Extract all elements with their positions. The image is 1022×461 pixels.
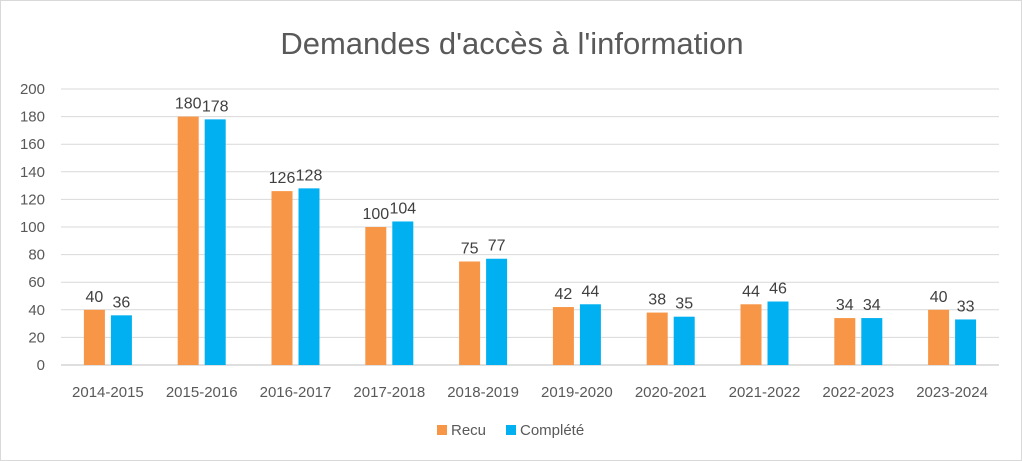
- data-label: 40: [930, 289, 948, 306]
- x-tick-label: 2017-2018: [353, 384, 425, 401]
- y-tick-label: 60: [28, 274, 45, 291]
- data-label: 36: [113, 294, 131, 311]
- data-label: 128: [296, 167, 323, 184]
- bar-complete: [673, 316, 695, 365]
- bar-complete: [955, 319, 977, 365]
- x-tick-label: 2016-2017: [260, 384, 332, 401]
- y-tick-label: 40: [28, 302, 45, 319]
- bar-recu: [271, 191, 293, 365]
- bar-recu: [740, 304, 762, 365]
- x-tick-label: 2014-2015: [72, 384, 144, 401]
- y-tick-label: 100: [20, 219, 45, 236]
- x-tick-label: 2015-2016: [166, 384, 238, 401]
- data-label: 180: [175, 96, 202, 113]
- bar-recu: [834, 318, 856, 365]
- bar-recu: [552, 307, 574, 365]
- y-tick-label: 200: [20, 81, 45, 98]
- y-tick-label: 140: [20, 164, 45, 181]
- bar-complete: [767, 301, 789, 365]
- x-tick-label: 2019-2020: [541, 384, 613, 401]
- bar-recu: [646, 312, 668, 365]
- x-axis-ticks: 2014-2015 2015-2016 2016-2017 2017-2018 2018…: [72, 384, 988, 401]
- bar-recu: [459, 261, 481, 365]
- legend: Recu Complété: [437, 422, 584, 439]
- x-tick-label: 2018-2019: [447, 384, 519, 401]
- bar-complete: [110, 315, 132, 365]
- y-tick-label: 0: [37, 357, 45, 374]
- legend-swatch-complete: [506, 425, 516, 435]
- data-label: 34: [863, 297, 881, 314]
- bar-complete: [486, 258, 508, 365]
- chart-title: Demandes d'accès à l'information: [280, 26, 743, 61]
- data-label: 40: [86, 289, 104, 306]
- bar-recu: [365, 227, 387, 365]
- y-tick-label: 80: [28, 247, 45, 264]
- x-tick-label: 2021-2022: [729, 384, 801, 401]
- legend-label-complete: Complété: [520, 422, 584, 439]
- data-label: 178: [202, 98, 229, 115]
- data-label: 44: [742, 283, 760, 300]
- gridlines: [61, 88, 999, 366]
- x-tick-label: 2022-2023: [822, 384, 894, 401]
- bar-complete: [861, 318, 883, 365]
- data-label: 35: [675, 296, 693, 313]
- bar-complete: [204, 119, 226, 365]
- y-tick-label: 160: [20, 136, 45, 153]
- data-label: 46: [769, 281, 787, 298]
- data-label: 77: [488, 238, 506, 255]
- y-tick-label: 120: [20, 191, 45, 208]
- bar-recu: [928, 309, 950, 365]
- bars: [83, 116, 977, 365]
- y-axis-ticks: 0 20 40 60 80 100 120 140 160 180 200: [20, 81, 45, 374]
- bar-complete: [298, 188, 320, 365]
- data-label: 100: [362, 206, 389, 223]
- data-label: 34: [836, 297, 854, 314]
- data-label: 33: [957, 298, 975, 315]
- x-tick-label: 2023-2024: [916, 384, 988, 401]
- bar-recu: [177, 116, 199, 365]
- data-label: 44: [582, 283, 600, 300]
- legend-label-recu: Recu: [451, 422, 486, 439]
- bar-complete: [579, 304, 601, 365]
- data-label: 75: [461, 241, 479, 258]
- legend-swatch-recu: [437, 425, 447, 435]
- data-label: 38: [648, 292, 666, 309]
- data-labels: 40 36 180 178 126 128 100 104 75 77 42 44 38 35 44 46 34…: [86, 96, 975, 316]
- data-label: 42: [555, 286, 573, 303]
- y-tick-label: 180: [20, 109, 45, 126]
- bar-complete: [392, 221, 414, 365]
- bar-recu: [83, 309, 105, 365]
- x-tick-label: 2020-2021: [635, 384, 707, 401]
- data-label: 104: [389, 200, 416, 217]
- y-tick-label: 20: [28, 329, 45, 346]
- data-label: 126: [269, 170, 296, 187]
